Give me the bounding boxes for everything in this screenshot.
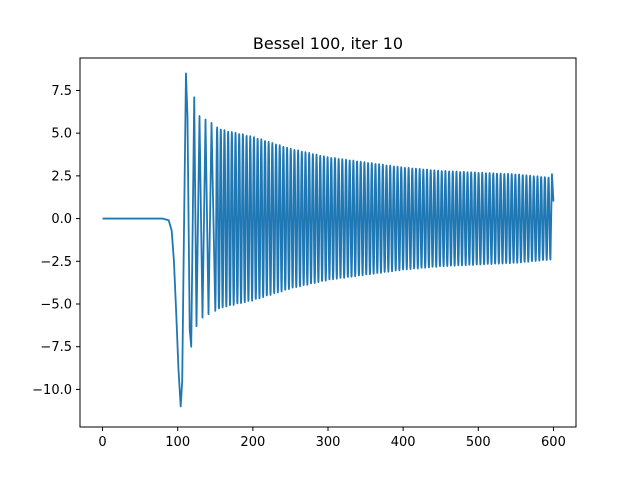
x-tick-label: 400	[391, 435, 416, 450]
y-tick-label: 5.0	[51, 127, 72, 142]
series-line-0	[102, 72, 555, 408]
x-tick-label: 500	[466, 435, 491, 450]
y-tick-label: −10.0	[32, 383, 72, 398]
x-tick-label: 600	[541, 435, 566, 450]
chart-title: Bessel 100, iter 10	[253, 34, 403, 53]
plot-area	[102, 72, 555, 408]
x-tick-label: 300	[316, 435, 341, 450]
x-tick-label: 200	[240, 435, 265, 450]
y-tick-label: 7.5	[51, 84, 72, 99]
x-tick-label: 0	[98, 435, 106, 450]
y-tick-label: −2.5	[40, 255, 72, 270]
y-axis: −10.0 −7.5 −5.0 −2.5 0.0 2.5 5.0 7.5	[32, 84, 80, 398]
y-tick-label: −5.0	[40, 298, 72, 313]
y-tick-label: 2.5	[51, 169, 72, 184]
x-tick-label: 100	[165, 435, 190, 450]
y-tick-label: −7.5	[40, 340, 72, 355]
x-axis: 0 100 200 300 400 500 600	[98, 427, 566, 450]
y-tick-label: 0.0	[51, 212, 72, 227]
